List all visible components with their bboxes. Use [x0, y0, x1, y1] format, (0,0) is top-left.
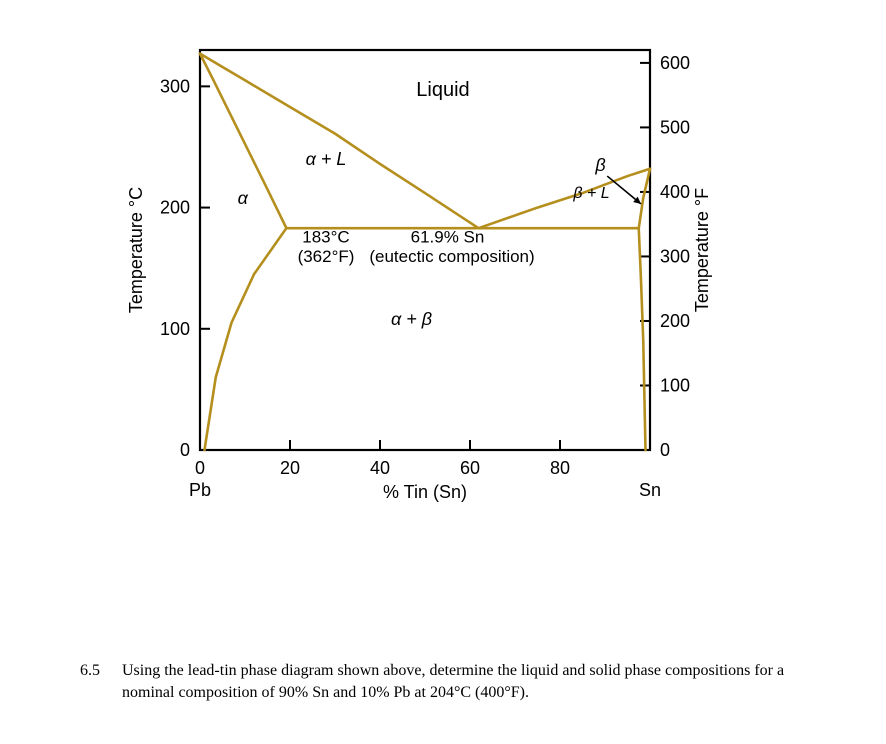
svg-text:183°C: 183°C	[302, 228, 349, 247]
svg-text:60: 60	[460, 458, 480, 478]
svg-text:400: 400	[660, 182, 690, 202]
svg-text:300: 300	[160, 76, 190, 96]
svg-text:Sn: Sn	[639, 480, 661, 500]
svg-text:Temperature °C: Temperature °C	[126, 187, 146, 313]
svg-text:300: 300	[660, 246, 690, 266]
svg-text:80: 80	[550, 458, 570, 478]
question-block: 6.5 Using the lead-tin phase diagram sho…	[80, 660, 806, 703]
svg-text:20: 20	[280, 458, 300, 478]
svg-text:% Tin (Sn): % Tin (Sn)	[383, 482, 467, 502]
question-number: 6.5	[80, 660, 100, 703]
svg-text:Temperature °F: Temperature °F	[692, 188, 712, 312]
svg-text:Pb: Pb	[189, 480, 211, 500]
svg-text:200: 200	[660, 311, 690, 331]
svg-text:61.9% Sn: 61.9% Sn	[411, 228, 485, 247]
svg-text:β + L: β + L	[572, 185, 609, 202]
svg-text:(eutectic composition): (eutectic composition)	[369, 247, 534, 266]
phase-diagram: 0 20 40 60 80 0 100 200 300 0 100 200 300 400 500 600 Pb…	[0, 0, 886, 560]
svg-text:0: 0	[180, 440, 190, 460]
svg-text:0: 0	[660, 440, 670, 460]
svg-text:α + L: α + L	[306, 149, 347, 169]
svg-text:200: 200	[160, 198, 190, 218]
question-text: Using the lead-tin phase diagram shown a…	[122, 660, 806, 703]
svg-text:α + β: α + β	[391, 309, 432, 329]
svg-text:40: 40	[370, 458, 390, 478]
svg-text:500: 500	[660, 117, 690, 137]
svg-text:(362°F): (362°F)	[298, 247, 355, 266]
svg-text:100: 100	[660, 375, 690, 395]
svg-text:0: 0	[195, 458, 205, 478]
svg-text:α: α	[238, 188, 249, 208]
svg-text:β: β	[594, 155, 605, 175]
svg-text:Liquid: Liquid	[416, 79, 469, 101]
svg-text:100: 100	[160, 319, 190, 339]
svg-text:600: 600	[660, 53, 690, 73]
